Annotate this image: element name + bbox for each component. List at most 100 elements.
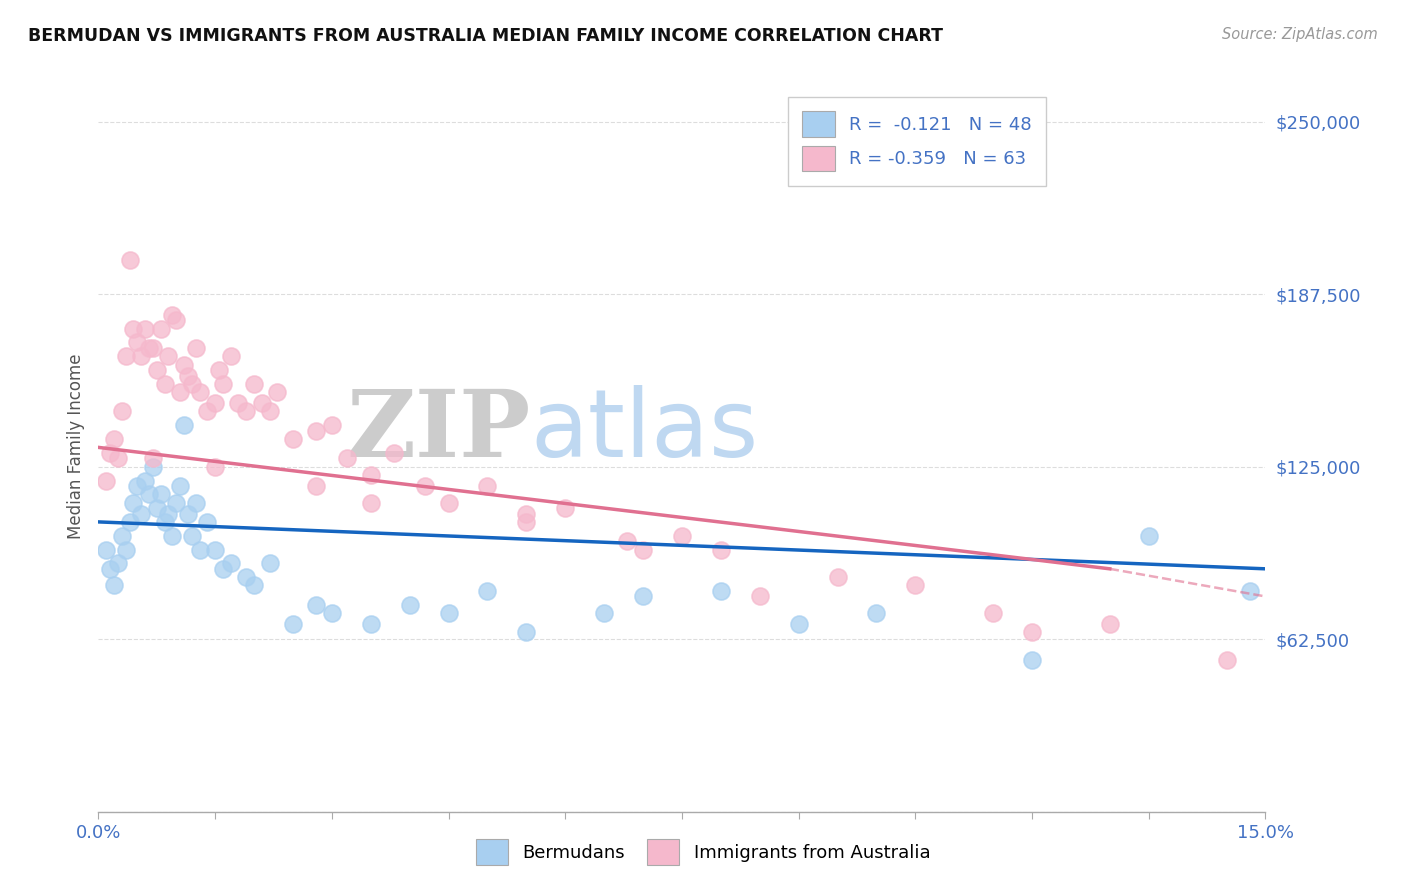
Point [360, 617, 382, 632]
Point [259, 557, 281, 571]
Point [212, 376, 235, 391]
Point [204, 542, 226, 557]
Point [981, 606, 1004, 620]
Point [184, 495, 207, 509]
Point [134, 321, 156, 335]
Point [243, 578, 266, 592]
Point [321, 606, 343, 620]
Point [129, 507, 152, 521]
Point [382, 446, 405, 460]
Point [1215, 653, 1237, 667]
Point [177, 368, 200, 383]
Point [157, 349, 180, 363]
Point [149, 321, 172, 335]
Point [305, 479, 328, 493]
Point [169, 479, 191, 493]
Legend: R =  -0.121   N = 48, R = -0.359   N = 63: R = -0.121 N = 48, R = -0.359 N = 63 [787, 96, 1046, 186]
Point [180, 529, 202, 543]
Point [748, 590, 770, 604]
Point [616, 534, 638, 549]
Point [477, 479, 499, 493]
Point [1021, 653, 1043, 667]
Point [250, 396, 273, 410]
Point [305, 598, 328, 612]
Point [96, 474, 118, 488]
Point [162, 308, 184, 322]
Point [134, 474, 156, 488]
Point [204, 396, 226, 410]
Point [165, 313, 187, 327]
Point [554, 501, 576, 516]
Point [1021, 625, 1043, 640]
Point [266, 385, 288, 400]
Point [219, 557, 242, 571]
Text: Source: ZipAtlas.com: Source: ZipAtlas.com [1222, 27, 1378, 42]
Point [631, 542, 654, 557]
Point [138, 341, 160, 355]
Point [142, 451, 165, 466]
Point [127, 335, 149, 350]
Point [219, 349, 242, 363]
Point [118, 252, 141, 267]
Point [710, 542, 733, 557]
Point [103, 578, 125, 592]
Point [153, 376, 176, 391]
Point [1137, 529, 1160, 543]
Legend: Bermudans, Immigrants from Australia: Bermudans, Immigrants from Australia [467, 830, 939, 874]
Point [107, 451, 129, 466]
Point [787, 617, 810, 632]
Point [114, 542, 136, 557]
Point [208, 363, 231, 377]
Point [98, 446, 121, 460]
Point [111, 404, 134, 418]
Point [235, 404, 257, 418]
Point [184, 341, 207, 355]
Point [515, 515, 537, 529]
Point [195, 515, 218, 529]
Point [904, 578, 927, 592]
Point [146, 501, 169, 516]
Point [360, 467, 382, 482]
Point [162, 529, 184, 543]
Text: ZIP: ZIP [346, 386, 530, 476]
Point [98, 562, 121, 576]
Point [865, 606, 887, 620]
Point [103, 432, 125, 446]
Point [188, 542, 211, 557]
Point [195, 404, 218, 418]
Point [129, 349, 152, 363]
Point [127, 479, 149, 493]
Point [360, 495, 382, 509]
Point [142, 341, 165, 355]
Point [173, 358, 195, 372]
Y-axis label: Median Family Income: Median Family Income [66, 353, 84, 539]
Point [138, 487, 160, 501]
Point [437, 495, 460, 509]
Point [281, 617, 304, 632]
Point [437, 606, 460, 620]
Point [710, 583, 733, 598]
Point [1239, 583, 1261, 598]
Point [243, 376, 266, 391]
Point [413, 479, 436, 493]
Point [114, 349, 136, 363]
Text: BERMUDAN VS IMMIGRANTS FROM AUSTRALIA MEDIAN FAMILY INCOME CORRELATION CHART: BERMUDAN VS IMMIGRANTS FROM AUSTRALIA ME… [28, 27, 943, 45]
Point [142, 459, 165, 474]
Point [515, 507, 537, 521]
Point [228, 396, 250, 410]
Point [153, 515, 176, 529]
Point [204, 459, 226, 474]
Point [96, 542, 118, 557]
Point [188, 385, 211, 400]
Point [671, 529, 693, 543]
Point [111, 529, 134, 543]
Point [165, 495, 187, 509]
Point [122, 495, 145, 509]
Point [212, 562, 235, 576]
Point [631, 590, 654, 604]
Point [321, 418, 343, 433]
Point [169, 385, 191, 400]
Point [122, 321, 145, 335]
Point [173, 418, 195, 433]
Point [177, 507, 200, 521]
